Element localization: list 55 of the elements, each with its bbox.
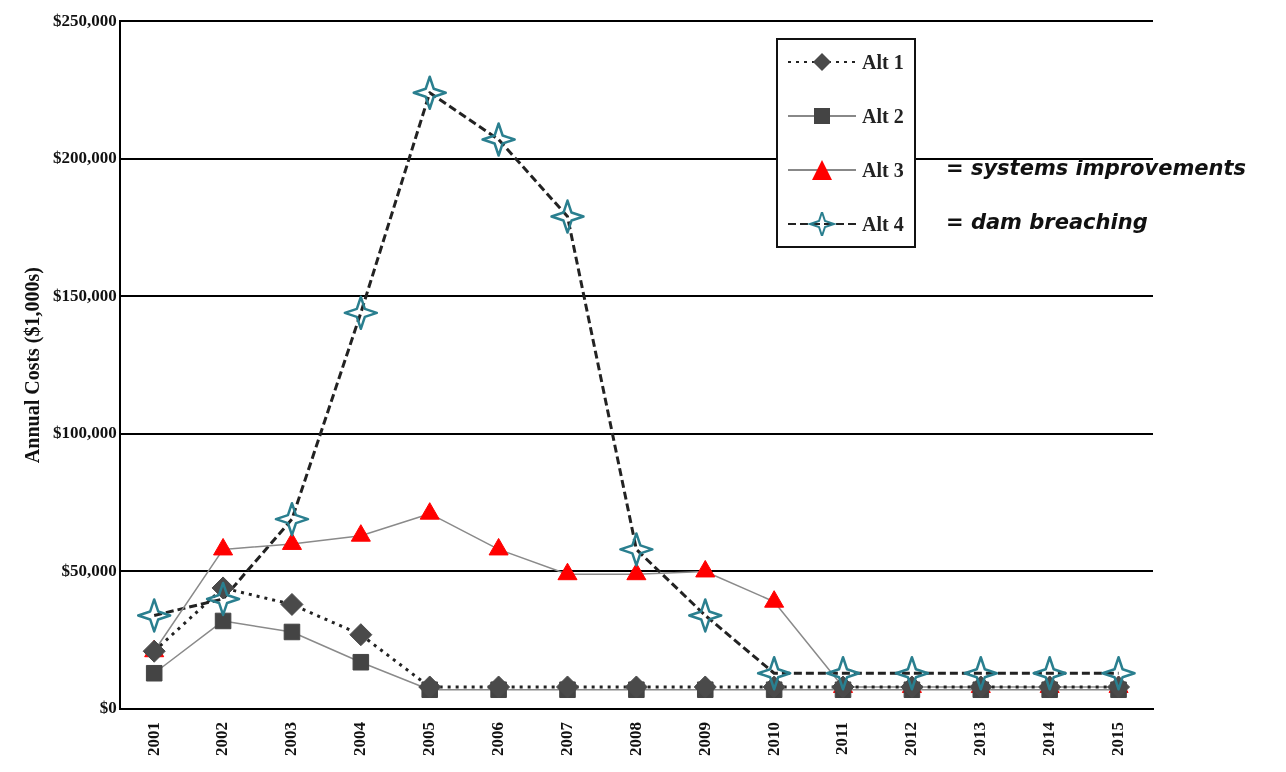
point <box>624 675 648 699</box>
point <box>481 122 516 157</box>
point <box>894 655 930 691</box>
x-tick-label: 2014 <box>1039 721 1059 756</box>
point <box>1101 655 1136 691</box>
point <box>205 581 241 617</box>
y-axis-title: Annual Costs ($1,000s) <box>21 267 45 464</box>
x-tick-label: 2004 <box>350 721 370 756</box>
y-tick-label: $0 <box>99 698 117 718</box>
point <box>487 675 511 699</box>
point <box>142 639 166 663</box>
y-tick-label: $250,000 <box>53 10 117 30</box>
x-tick-label: 2010 <box>763 722 783 756</box>
x-tick-label: 2006 <box>488 722 507 756</box>
point <box>352 653 370 671</box>
point <box>412 75 447 110</box>
x-tick-label: 2002 <box>212 722 232 756</box>
x-tick-label: 2007 <box>556 721 576 756</box>
point <box>688 598 723 633</box>
x-tick-label: 2009 <box>694 722 714 756</box>
point <box>550 199 585 234</box>
x-tick-label: 2012 <box>901 722 921 756</box>
y-tick-label: $200,000 <box>53 148 117 168</box>
point <box>1032 655 1067 691</box>
point <box>145 664 163 682</box>
point <box>825 655 861 691</box>
x-tick-label: 2013 <box>970 722 990 756</box>
point <box>555 675 579 699</box>
y-tick-label: $150,000 <box>53 285 117 305</box>
legend-label: Alt 3 <box>862 158 904 182</box>
y-tick-label: $50,000 <box>61 560 117 580</box>
x-tick-label: 2005 <box>419 722 439 756</box>
x-tick-label: 2003 <box>281 722 301 756</box>
legend-label: Alt 2 <box>862 104 904 128</box>
point <box>283 623 301 641</box>
x-tick-label: 2015 <box>1107 722 1127 756</box>
point <box>343 295 379 331</box>
point <box>963 655 999 691</box>
point <box>214 612 232 630</box>
point <box>280 592 304 616</box>
point <box>619 532 654 567</box>
point <box>136 598 172 633</box>
point <box>349 623 373 647</box>
point <box>274 501 310 537</box>
x-tick-label: 2001 <box>143 722 163 756</box>
annotation: = systems improvements <box>946 155 1247 182</box>
point <box>418 675 442 699</box>
legend-label: Alt 4 <box>862 212 904 236</box>
legend-label: Alt 1 <box>862 50 904 74</box>
annotation: = dam breaching <box>946 209 1148 236</box>
y-tick-label: $100,000 <box>53 423 117 443</box>
point <box>693 675 717 699</box>
x-tick-label: 2008 <box>625 722 645 756</box>
point <box>756 655 792 691</box>
x-tick-label: 2011 <box>832 722 852 756</box>
